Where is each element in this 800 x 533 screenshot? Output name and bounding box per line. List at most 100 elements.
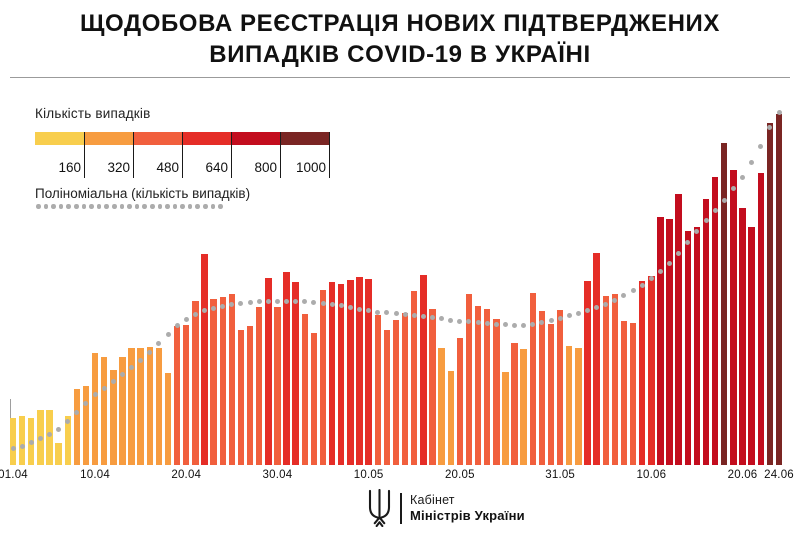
x-axis-label-10.05: 10.05 xyxy=(353,469,384,481)
trend-dot xyxy=(202,308,207,314)
daily-cases-bar-13.04 xyxy=(119,357,126,465)
daily-cases-bar-17.05 xyxy=(429,309,436,465)
daily-cases-bar-01.04 xyxy=(9,418,17,465)
color-scale-segment-800 xyxy=(231,132,280,145)
trend-dot xyxy=(621,293,627,299)
daily-cases-bar-16.05 xyxy=(420,275,427,465)
daily-cases-bar-17.04 xyxy=(155,348,163,465)
x-axis-label-01.04: 01.04 xyxy=(0,469,28,481)
x-axis-label-31.05: 31.05 xyxy=(545,469,576,481)
trend-dot xyxy=(767,124,773,130)
trend-dot xyxy=(256,299,262,305)
trend-dot xyxy=(375,309,381,315)
trend-dot xyxy=(138,358,144,364)
trend-dot xyxy=(174,323,180,329)
trend-dot xyxy=(347,305,353,311)
daily-cases-bar-04.05 xyxy=(310,333,318,465)
trend-legend-dot xyxy=(89,204,94,209)
trend-legend-dot xyxy=(66,204,71,209)
color-scale-tick xyxy=(84,132,85,178)
x-axis-label-20.04: 20.04 xyxy=(171,469,202,481)
daily-cases-bar-26.04 xyxy=(237,330,245,465)
daily-cases-bar-08.06 xyxy=(629,323,637,465)
trend-dot xyxy=(110,378,116,384)
daily-cases-bar-22.06 xyxy=(757,173,764,465)
trend-legend-dot xyxy=(210,204,216,209)
daily-cases-bar-12.04 xyxy=(110,370,117,465)
daily-cases-bar-16.04 xyxy=(146,347,153,465)
trend-dot xyxy=(220,304,226,310)
trend-dot xyxy=(566,313,572,319)
trend-legend-dots xyxy=(36,204,223,210)
daily-cases-bar-05.04 xyxy=(46,410,53,465)
trend-dot xyxy=(420,314,426,320)
daily-cases-bar-24.06 xyxy=(775,114,783,465)
trend-dot xyxy=(247,299,253,305)
trend-dot xyxy=(384,310,390,316)
trend-dot xyxy=(338,303,344,309)
daily-cases-bar-07.05 xyxy=(338,284,345,465)
trend-dot xyxy=(302,299,308,305)
trend-dot xyxy=(119,372,125,378)
daily-cases-bar-05.05 xyxy=(319,290,327,465)
trend-dot xyxy=(156,340,162,346)
trend-legend-dot xyxy=(58,204,64,209)
trend-legend-dot xyxy=(81,204,87,209)
trend-legend-dot xyxy=(149,204,155,209)
trend-dot xyxy=(575,311,581,317)
trend-dot xyxy=(311,299,317,305)
trend-dot xyxy=(657,269,663,275)
org-name-line-1: Кабінет xyxy=(410,493,455,507)
trend-dot xyxy=(92,392,98,398)
trend-dot xyxy=(28,440,34,446)
daily-cases-bar-10.04 xyxy=(91,353,99,465)
daily-cases-bar-29.04 xyxy=(265,278,272,465)
daily-cases-bar-18.05 xyxy=(438,348,445,465)
color-scale-tick xyxy=(182,132,183,178)
daily-cases-bar-11.06 xyxy=(657,217,664,465)
trend-dot xyxy=(721,197,727,203)
trend-dot xyxy=(685,239,691,245)
trend-dot xyxy=(74,410,80,416)
daily-cases-bar-22.05 xyxy=(474,306,482,465)
daily-cases-bar-23.05 xyxy=(483,309,491,465)
org-name-line-2: Міністрів України xyxy=(410,508,525,523)
trend-legend-dot xyxy=(111,204,117,209)
legend: Кількість випадків 160 320 480 640 800 1000 П… xyxy=(35,106,330,209)
trend-dot xyxy=(730,186,736,192)
trend-dot xyxy=(65,418,71,424)
daily-cases-bar-15.04 xyxy=(137,348,144,465)
color-scale-segment-480 xyxy=(133,132,182,145)
trend-legend-dot xyxy=(203,204,208,209)
daily-cases-bar-14.04 xyxy=(128,348,135,465)
trident-logo-icon xyxy=(368,489,391,527)
daily-cases-bar-23.06 xyxy=(766,123,774,465)
daily-cases-bar-15.05 xyxy=(411,291,418,465)
trend-legend-dot xyxy=(119,204,125,209)
trend-dot xyxy=(183,316,189,322)
trend-dot xyxy=(274,298,280,304)
daily-cases-bar-06.05 xyxy=(328,282,336,465)
trend-dot xyxy=(502,322,508,328)
daily-cases-bar-09.05 xyxy=(356,277,363,465)
trend-dot xyxy=(548,318,554,324)
x-axis-label-30.04: 30.04 xyxy=(262,469,293,481)
daily-cases-bar-01.05 xyxy=(283,272,290,465)
trend-legend-dot xyxy=(73,204,79,209)
color-scale-tick xyxy=(133,132,134,178)
daily-cases-bar-20.04 xyxy=(183,325,190,465)
trend-legend-dot xyxy=(195,204,201,209)
trend-dot xyxy=(539,320,545,326)
x-axis-label-10.06: 10.06 xyxy=(636,469,667,481)
daily-cases-bar-19.06 xyxy=(730,170,737,465)
daily-cases-bar-30.04 xyxy=(274,307,281,465)
trend-dot xyxy=(648,276,654,282)
trend-dot xyxy=(192,311,198,317)
color-scale-value-label: 320 xyxy=(107,160,130,175)
trend-dot xyxy=(740,174,746,180)
daily-cases-bar-20.05 xyxy=(456,338,464,465)
title-divider-line xyxy=(10,77,790,78)
page-title: ЩОДОБОВА РЕЄСТРАЦІЯ НОВИХ ПІДТВЕРДЖЕНИХ … xyxy=(0,8,800,70)
title-line-2: ВИПАДКІВ COVID-19 В УКРАЇНІ xyxy=(209,41,591,68)
trend-legend-dot xyxy=(187,204,193,209)
